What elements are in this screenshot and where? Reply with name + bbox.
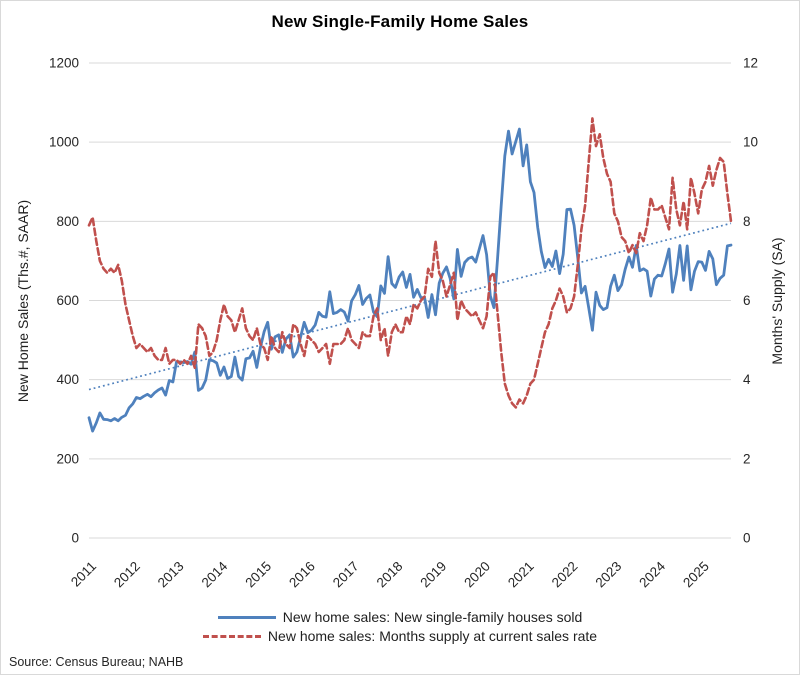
x-tick-label: 2015: [242, 559, 274, 591]
y-left-tick-label: 1000: [49, 135, 79, 150]
x-tick-label: 2025: [680, 559, 712, 591]
legend: New home sales: New single-family houses…: [1, 609, 799, 644]
y-right-tick-label: 2: [743, 451, 751, 466]
y-left-tick-label: 400: [56, 372, 79, 387]
x-tick-label: 2017: [330, 559, 362, 591]
x-tick-label: 2024: [636, 558, 668, 590]
y-right-tick-label: 0: [743, 531, 751, 546]
x-tick-label: 2022: [549, 559, 581, 591]
x-tick-label: 2014: [199, 558, 231, 590]
x-tick-label: 2011: [68, 559, 99, 590]
x-tick-label: 2018: [374, 559, 406, 591]
x-tick-label: 2012: [111, 559, 143, 591]
source-note: Source: Census Bureau; NAHB: [9, 655, 184, 669]
y-right-tick-label: 6: [743, 293, 751, 308]
y-left-tick-label: 1200: [49, 56, 79, 71]
y-right-tick-label: 10: [743, 135, 758, 150]
legend-label-sales: New home sales: New single-family houses…: [282, 609, 583, 625]
y-left-tick-label: 0: [71, 531, 79, 546]
x-tick-label: 2020: [461, 559, 493, 591]
right-axis-title: Months' Supply (SA): [769, 237, 785, 365]
x-tick-label: 2023: [593, 559, 625, 591]
legend-item-sales: New home sales: New single-family houses…: [217, 609, 583, 625]
left-axis-title: New Home Sales (Ths.#, SAAR): [15, 199, 31, 403]
y-right-tick-label: 4: [743, 372, 751, 387]
y-right-tick-label: 8: [743, 214, 751, 229]
y-left-tick-label: 600: [56, 293, 79, 308]
x-tick-label: 2016: [286, 559, 318, 591]
legend-item-supply: New home sales: Months supply at current…: [202, 628, 598, 644]
x-tick-label: 2013: [155, 559, 187, 591]
x-tick-label: 2019: [417, 559, 449, 591]
sales-line: [87, 127, 733, 433]
chart-title: New Single-Family Home Sales: [271, 12, 529, 31]
supply-line: [87, 117, 733, 409]
supply-line-swatch: [202, 634, 261, 638]
y-left-tick-label: 200: [56, 451, 79, 466]
y-left-tick-label: 800: [56, 214, 79, 229]
legend-label-supply: New home sales: Months supply at current…: [267, 628, 598, 644]
chart-canvas: 0 200 400 600 800 1000 1200 0 2 4 6 8 10 12 2011 2012 20…: [49, 56, 758, 591]
y-right-tick-label: 12: [743, 56, 758, 71]
x-tick-label: 2021: [505, 559, 537, 591]
sales-line-swatch: [217, 615, 276, 619]
